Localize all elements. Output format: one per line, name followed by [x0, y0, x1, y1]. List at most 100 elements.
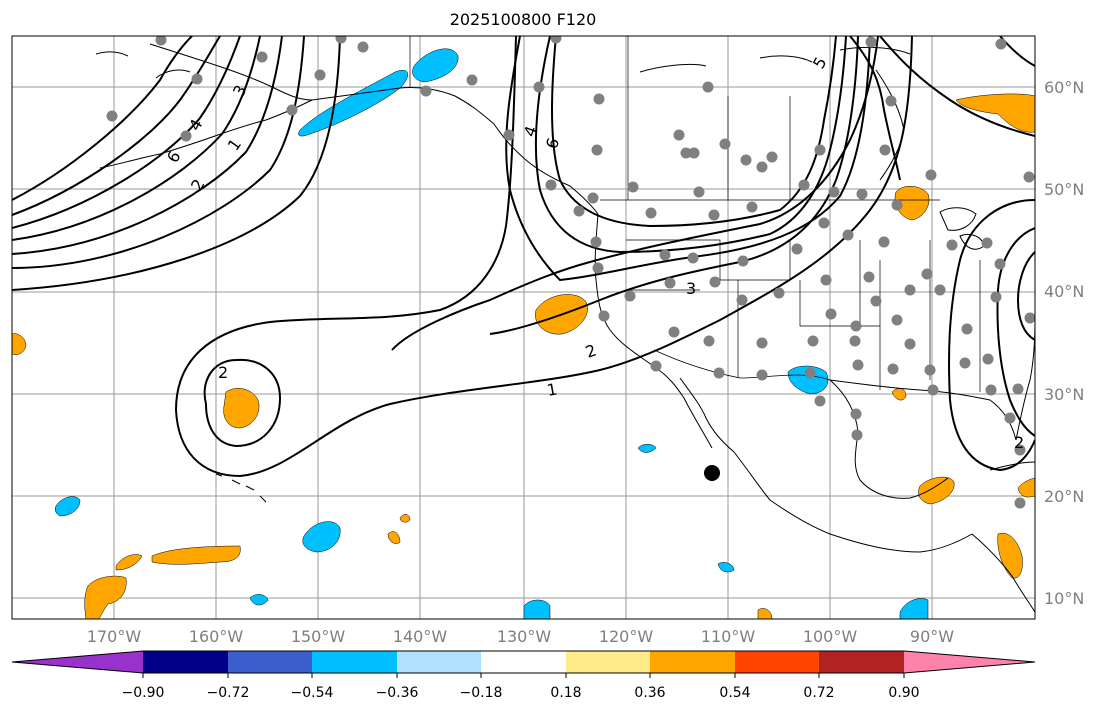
station-dot — [703, 335, 715, 347]
station-dot — [1012, 383, 1024, 395]
colorbar-segment — [650, 651, 735, 673]
colorbar-segment — [312, 651, 397, 673]
station-dot — [256, 51, 268, 63]
positive-anomaly-fills — [12, 93, 1035, 619]
station-dots — [106, 36, 1035, 509]
station-dot — [598, 310, 610, 322]
station-dot — [550, 36, 562, 44]
colorbar-tick-label: −0.54 — [291, 685, 334, 701]
station-dot — [990, 291, 1002, 303]
station-dot — [713, 367, 725, 379]
map-frame — [11, 35, 1036, 620]
station-dot — [959, 357, 971, 369]
station-dot — [825, 308, 837, 320]
station-dot — [851, 429, 863, 441]
anomaly-patch — [151, 545, 241, 565]
anomaly-patch — [523, 599, 551, 619]
colorbar: −0.90 −0.72 −0.54 −0.36 −0.18 0.18 0.36 … — [11, 650, 1036, 701]
colorbar-segment — [735, 651, 819, 673]
anomaly-patch — [717, 562, 735, 573]
station-dot — [702, 81, 714, 93]
station-dot — [420, 85, 432, 97]
station-dot — [852, 359, 864, 371]
colorbar-labels: −0.90 −0.72 −0.54 −0.36 −0.18 0.18 0.36 … — [122, 685, 920, 701]
latitude-label: 50°N — [1044, 180, 1084, 199]
contour-line — [175, 36, 913, 478]
latitude-label: 30°N — [1044, 385, 1084, 404]
coastline — [829, 379, 1017, 441]
station-dot — [849, 335, 861, 347]
station-dot — [673, 129, 685, 141]
station-dot — [709, 276, 721, 288]
station-dot — [925, 169, 937, 181]
station-dot — [545, 179, 557, 191]
border — [653, 349, 831, 381]
latitude-labels: 60°N 50°N 40°N 30°N 20°N 10°N — [1044, 78, 1084, 608]
colorbar-tick-label: 0.36 — [634, 685, 665, 701]
station-dot — [737, 255, 749, 267]
contour-line — [948, 199, 1035, 472]
station-dot — [814, 395, 826, 407]
colorbar-segment — [819, 651, 904, 673]
longitude-label: 110°W — [701, 627, 756, 646]
contour-label: 2 — [218, 363, 228, 382]
station-dot — [664, 277, 676, 289]
longitude-label: 130°W — [497, 627, 552, 646]
station-dot — [736, 294, 748, 306]
station-dot — [627, 181, 639, 193]
colorbar-segment — [228, 651, 312, 673]
latitude-label: 20°N — [1044, 487, 1084, 506]
station-dot — [904, 284, 916, 296]
anomaly-patch — [1017, 477, 1035, 498]
station-dot — [994, 258, 1006, 270]
contour-line — [12, 36, 241, 229]
station-dot — [533, 81, 545, 93]
anomaly-patch — [387, 531, 401, 544]
station-dot — [591, 144, 603, 156]
station-dot — [155, 36, 167, 46]
anomaly-patch — [637, 444, 657, 453]
anomaly-patch — [918, 476, 955, 505]
contour-line — [1016, 251, 1035, 341]
anomaly-patch — [787, 365, 829, 395]
station-dot — [592, 262, 604, 274]
anomaly-patch — [899, 598, 929, 619]
contour-line — [12, 36, 341, 291]
map-title: 2025100800 F120 — [449, 10, 597, 29]
contour-line — [551, 36, 837, 228]
station-dot — [708, 209, 720, 221]
anomaly-patch — [412, 48, 459, 83]
station-dot — [842, 229, 854, 241]
anomaly-patch — [115, 554, 143, 571]
station-dot — [1024, 312, 1035, 324]
station-dot — [314, 69, 326, 81]
station-dot — [863, 271, 875, 283]
station-dot — [688, 147, 700, 159]
longitude-label: 160°W — [189, 627, 244, 646]
coastline — [759, 55, 813, 63]
anomaly-patch — [891, 388, 907, 401]
colorbar-tick-label: −0.18 — [460, 685, 503, 701]
coastline — [215, 473, 267, 503]
station-dot — [818, 217, 830, 229]
coastline — [679, 377, 973, 553]
colorbar-tick-label: 0.54 — [719, 685, 750, 701]
anomaly-patch — [223, 388, 260, 429]
anomaly-patch — [249, 594, 269, 606]
anomaly-patch — [12, 333, 27, 355]
station-dot — [791, 243, 803, 255]
contour-line — [879, 36, 1035, 137]
colorbar-segment — [481, 651, 566, 673]
location-marker — [704, 465, 720, 481]
station-dot — [286, 104, 298, 116]
station-dot — [870, 295, 882, 307]
contour-line — [12, 36, 221, 216]
station-dot — [961, 323, 973, 335]
station-dot — [856, 188, 868, 200]
coastline — [971, 533, 1035, 613]
coastline — [99, 99, 313, 169]
anomaly-patch — [302, 521, 341, 553]
latitude-label: 10°N — [1044, 589, 1084, 608]
station-dot — [624, 290, 636, 302]
anomaly-patch — [54, 496, 81, 517]
